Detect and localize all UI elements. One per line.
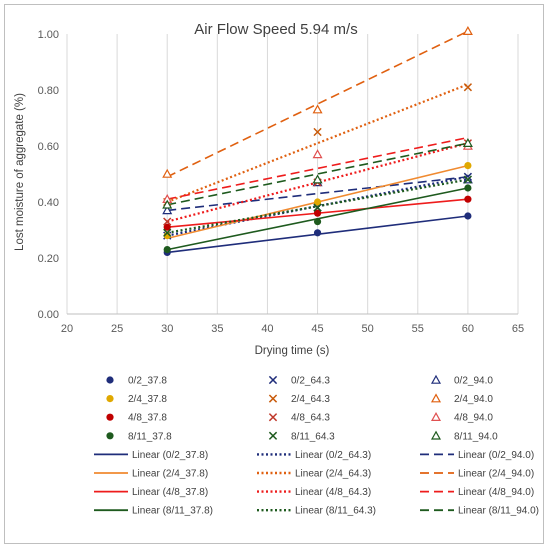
legend-label: 0/2_64.3 xyxy=(291,376,330,387)
legend-label: Linear (8/11_37.8) xyxy=(132,506,213,517)
x-tick-label: 40 xyxy=(261,323,273,335)
legend-marker-11 xyxy=(430,430,442,440)
y-tick-label: 0.60 xyxy=(38,141,59,153)
legend-marker-7 xyxy=(268,413,278,422)
trendline-10 xyxy=(167,178,469,234)
data-points xyxy=(162,25,473,256)
x-tick-label: 65 xyxy=(512,323,524,335)
y-tick-label: 0.20 xyxy=(38,253,59,265)
x-tick-label: 60 xyxy=(462,323,474,335)
legend-label: Linear (8/11_64.3) xyxy=(295,506,376,517)
legend-label: 0/2_37.8 xyxy=(128,376,167,387)
data-point-6-1 xyxy=(313,209,322,217)
legend-label: Linear (2/4_37.8) xyxy=(132,469,208,480)
trendline-8 xyxy=(167,136,469,200)
x-tick-label: 50 xyxy=(362,323,374,335)
x-axis-label: Drying time (s) xyxy=(255,345,330,357)
y-tick-label: 0.00 xyxy=(38,309,59,321)
legend-marker-10 xyxy=(268,431,278,440)
legend-marker-1 xyxy=(268,375,278,385)
legend: 0/2_37.8 0/2_64.3 0/2_94.0 2/4_37.8 2/4_64.3… xyxy=(94,374,539,517)
legend-marker-8 xyxy=(430,411,442,421)
x-tick-label: 45 xyxy=(311,323,323,335)
legend-label: 0/2_94.0 xyxy=(454,376,493,387)
data-point-2-0 xyxy=(162,205,173,215)
legend-label: 8/11_94.0 xyxy=(454,431,498,442)
data-point-9-1 xyxy=(313,218,322,226)
legend-marker-6 xyxy=(106,413,114,421)
legend-label: 2/4_64.3 xyxy=(291,394,330,405)
y-tick-label: 0.40 xyxy=(38,197,59,209)
x-tick-label: 55 xyxy=(412,323,424,335)
data-point-3-2 xyxy=(464,162,472,170)
data-point-5-2 xyxy=(462,25,473,35)
legend-marker-9 xyxy=(106,432,114,440)
legend-label: Linear (4/8_94.0) xyxy=(458,487,534,498)
x-tick-label: 30 xyxy=(161,323,173,335)
y-tick-label: 1.00 xyxy=(38,29,59,41)
data-point-4-1 xyxy=(313,127,322,137)
legend-label: 8/11_37.8 xyxy=(128,431,172,442)
data-point-6-2 xyxy=(464,195,472,203)
x-tick-label: 25 xyxy=(111,323,123,335)
legend-label: 4/8_64.3 xyxy=(291,413,330,424)
legend-label: 4/8_94.0 xyxy=(454,413,493,424)
legend-label: Linear (0/2_64.3) xyxy=(295,450,371,461)
y-tick-label: 0.80 xyxy=(38,85,59,97)
x-tick-label: 20 xyxy=(61,323,73,335)
legend-label: Linear (2/4_94.0) xyxy=(458,469,534,480)
legend-label: Linear (0/2_94.0) xyxy=(458,450,534,461)
data-point-5-1 xyxy=(312,104,323,114)
data-point-0-2 xyxy=(464,212,472,220)
data-point-6-0 xyxy=(163,223,171,231)
legend-label: 8/11_64.3 xyxy=(291,431,335,442)
trendline-2 xyxy=(167,176,468,212)
data-point-7-0 xyxy=(163,217,172,226)
legend-label: Linear (0/2_37.8) xyxy=(132,450,208,461)
data-point-9-0 xyxy=(163,246,171,254)
legend-label: 4/8_37.8 xyxy=(128,413,167,424)
legend-label: Linear (4/8_64.3) xyxy=(295,487,371,498)
trendline-11 xyxy=(167,142,469,206)
legend-marker-4 xyxy=(268,394,278,403)
data-point-3-1 xyxy=(313,198,322,206)
chart-title: Air Flow Speed 5.94 m/s xyxy=(194,21,357,38)
legend-label: Linear (8/11_94.0) xyxy=(458,506,539,517)
legend-marker-5 xyxy=(430,393,442,403)
data-point-10-2 xyxy=(463,175,473,184)
legend-marker-3 xyxy=(106,395,114,403)
legend-label: Linear (4/8_37.8) xyxy=(132,487,208,498)
legend-label: 2/4_37.8 xyxy=(128,394,167,405)
y-axis-label: Lost moisture of aggregate (%) xyxy=(14,93,26,251)
data-point-11-2 xyxy=(462,137,473,147)
gridlines xyxy=(66,34,519,315)
data-point-8-1 xyxy=(312,149,323,159)
legend-label: Linear (2/4_64.3) xyxy=(295,469,371,480)
x-tick-label: 35 xyxy=(211,323,223,335)
data-point-11-0 xyxy=(162,199,173,209)
legend-marker-2 xyxy=(430,374,442,384)
x-tick-labels: 20 25 30 35 40 45 50 55 60 65 xyxy=(61,323,524,335)
data-point-0-1 xyxy=(313,229,322,237)
data-point-9-2 xyxy=(464,184,472,192)
data-point-10-0 xyxy=(163,228,172,237)
data-point-5-0 xyxy=(162,168,173,178)
data-point-4-2 xyxy=(463,83,473,92)
data-point-10-1 xyxy=(313,203,322,212)
legend-marker-0 xyxy=(106,376,114,384)
data-point-11-1 xyxy=(312,174,323,184)
legend-label: 2/4_94.0 xyxy=(454,394,493,405)
y-tick-labels: 0.00 0.20 0.40 0.60 0.80 1.00 xyxy=(38,29,59,321)
